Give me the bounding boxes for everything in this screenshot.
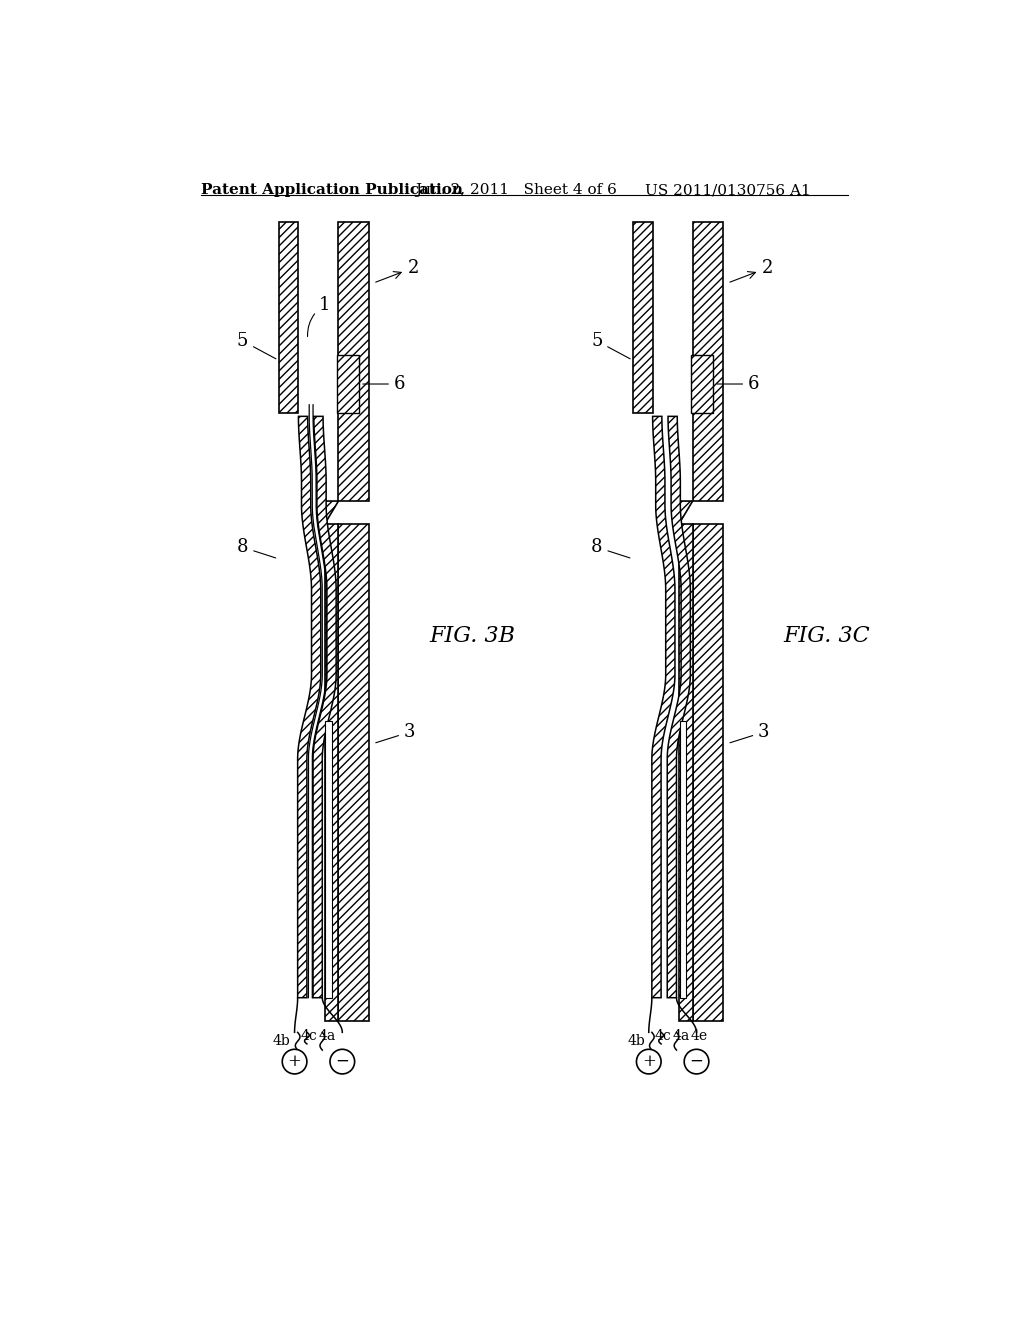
Text: FIG. 3C: FIG. 3C: [783, 624, 870, 647]
Circle shape: [637, 1049, 662, 1074]
Text: Jun. 2, 2011   Sheet 4 of 6: Jun. 2, 2011 Sheet 4 of 6: [416, 183, 617, 197]
Bar: [326, 721, 333, 998]
Text: 2: 2: [376, 259, 419, 282]
Bar: [339, 524, 370, 1020]
Text: 1: 1: [307, 296, 331, 337]
Text: 5: 5: [237, 331, 275, 359]
Text: +: +: [288, 1053, 301, 1071]
Text: 4e: 4e: [690, 1030, 708, 1043]
Text: 4c: 4c: [301, 1030, 317, 1043]
Text: 6: 6: [717, 375, 760, 393]
Polygon shape: [298, 416, 321, 998]
Text: 5: 5: [591, 331, 630, 359]
Circle shape: [283, 1049, 307, 1074]
Circle shape: [684, 1049, 709, 1074]
Bar: [692, 222, 724, 502]
Bar: [691, 355, 714, 412]
Text: 4c: 4c: [655, 1030, 672, 1043]
Text: Patent Application Publication: Patent Application Publication: [202, 183, 464, 197]
Bar: [680, 721, 686, 998]
Bar: [339, 222, 370, 502]
Polygon shape: [652, 416, 675, 998]
Text: US 2011/0130756 A1: US 2011/0130756 A1: [645, 183, 811, 197]
Bar: [325, 524, 339, 1020]
Text: +: +: [642, 1053, 655, 1071]
Text: −: −: [336, 1053, 349, 1071]
Text: 3: 3: [730, 723, 770, 743]
Text: 4b: 4b: [628, 1035, 645, 1048]
Text: −: −: [689, 1053, 703, 1071]
Text: 8: 8: [237, 539, 275, 558]
Bar: [634, 222, 652, 412]
Polygon shape: [325, 502, 339, 524]
Text: FIG. 3B: FIG. 3B: [429, 624, 515, 647]
Polygon shape: [313, 416, 336, 998]
Bar: [692, 524, 724, 1020]
Text: 4b: 4b: [273, 1035, 291, 1048]
Bar: [337, 355, 359, 412]
Text: 4a: 4a: [318, 1030, 336, 1043]
Text: 2: 2: [730, 259, 773, 282]
Bar: [679, 524, 692, 1020]
Text: 4a: 4a: [673, 1030, 690, 1043]
Circle shape: [330, 1049, 354, 1074]
Bar: [280, 222, 298, 412]
Polygon shape: [668, 416, 690, 998]
Polygon shape: [679, 502, 692, 524]
Text: 3: 3: [376, 723, 416, 743]
Text: 8: 8: [591, 539, 630, 558]
Text: 6: 6: [362, 375, 406, 393]
